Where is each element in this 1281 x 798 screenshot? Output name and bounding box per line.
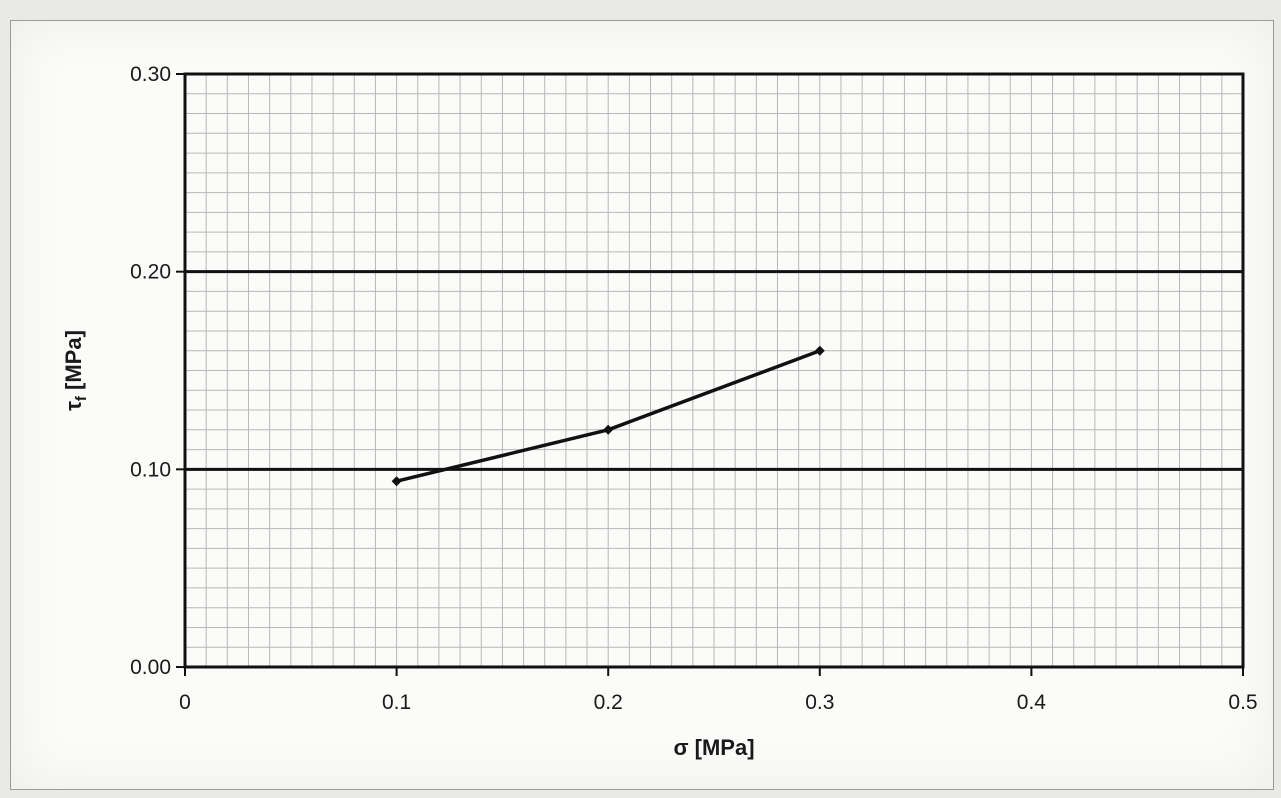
data-point-marker	[814, 345, 825, 356]
y-axis-title-unit: [MPa]	[61, 330, 86, 396]
y-axis-title: τf [MPa]	[61, 330, 90, 411]
chart-sheet: 0 0.1 0.2 0.3 0.4 0.5 0.00 0.10 0.20 0.30 σ [MPa…	[10, 20, 1274, 790]
y-tick-label: 0.30	[130, 63, 171, 86]
x-tick-label: 0.4	[1017, 691, 1047, 714]
y-tick-label: 0.10	[130, 458, 171, 481]
plot-area-frame	[183, 72, 1245, 669]
x-tick-label: 0	[179, 691, 191, 714]
x-tick-label: 0.2	[594, 691, 623, 714]
x-tick-label: 0.5	[1228, 691, 1257, 714]
x-axis-ticks: 0 0.1 0.2 0.3 0.4 0.5	[179, 667, 1258, 714]
y-tick-label: 0.20	[130, 261, 171, 284]
y-axis-ticks: 0.00 0.10 0.20 0.30	[130, 63, 185, 679]
x-tick-label: 0.3	[805, 691, 834, 714]
x-axis-title: σ [MPa]	[673, 735, 754, 760]
x-tick-label: 0.1	[382, 691, 411, 714]
shear-strength-chart: 0 0.1 0.2 0.3 0.4 0.5 0.00 0.10 0.20 0.30 σ [MPa…	[61, 63, 1258, 760]
data-point-marker	[603, 424, 614, 435]
major-gridlines	[185, 270, 1243, 471]
y-axis-title-symbol: τ	[61, 401, 86, 411]
y-tick-label: 0.00	[130, 656, 171, 679]
series-layer	[391, 345, 825, 487]
data-point-marker	[391, 476, 402, 487]
y-axis-title-subscript: f	[73, 395, 90, 401]
minor-grid	[185, 74, 1243, 667]
